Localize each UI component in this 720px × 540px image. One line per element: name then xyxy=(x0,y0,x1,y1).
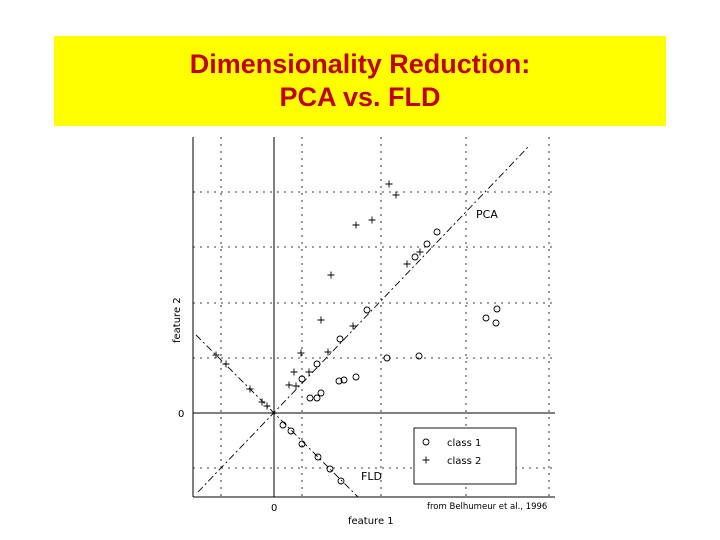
fld-direction-line xyxy=(195,334,359,498)
fld-projected-point xyxy=(298,440,306,448)
pca-projected-point xyxy=(411,253,419,261)
fld-projected-point xyxy=(287,427,295,435)
class-2-point xyxy=(285,381,293,389)
legend xyxy=(422,438,430,464)
legend-box xyxy=(413,427,517,485)
slide-title-line-1: Dimensionality Reduction: xyxy=(189,49,531,79)
fld-projected-point xyxy=(263,402,271,410)
class-2-point xyxy=(290,368,298,376)
class-1-point xyxy=(492,319,500,327)
y-axis-label: feature 2 xyxy=(172,297,183,343)
fld-projected-point xyxy=(337,477,345,485)
legend-marker-class-2 xyxy=(422,456,430,464)
pca-projected-point xyxy=(349,322,357,330)
class-1-point xyxy=(352,373,360,381)
pca-projected-point xyxy=(416,248,424,256)
pca-projected-point xyxy=(433,228,441,236)
pca-projected-point xyxy=(292,382,300,390)
pca-direction-line xyxy=(197,144,531,493)
class-1-points xyxy=(306,240,501,402)
fld-projected-point xyxy=(279,421,287,429)
pca-projected-point xyxy=(324,348,332,356)
slide-title-line-2: PCA vs. FLD xyxy=(279,82,441,112)
pca-projected-point xyxy=(336,335,344,343)
class-1-point xyxy=(306,394,314,402)
fld-projected-point xyxy=(246,385,254,393)
pca-projected-point xyxy=(313,360,321,368)
class-1-point xyxy=(423,240,431,248)
class-2-points xyxy=(285,180,400,389)
fld-projected-point xyxy=(258,398,266,406)
pca-label: PCA xyxy=(476,208,498,221)
source-credit: from Belhumeur et al., 1996 xyxy=(427,502,548,512)
legend-label-class-1: class 1 xyxy=(447,438,481,449)
class-2-point xyxy=(317,316,325,324)
legend-marker-class-1 xyxy=(422,438,430,446)
class-2-point xyxy=(327,271,335,279)
y-tick-label-0: 0 xyxy=(178,409,184,420)
class-1-point xyxy=(493,305,501,313)
class-2-point xyxy=(352,221,360,229)
pca-projected-point xyxy=(363,306,371,314)
pca-projected-point xyxy=(403,260,411,268)
class-1-point xyxy=(340,376,348,384)
projected-points xyxy=(212,228,441,485)
class-2-point xyxy=(297,349,305,357)
class-1-point xyxy=(383,354,391,362)
fld-projected-point xyxy=(326,465,334,473)
class-2-point xyxy=(392,191,400,199)
pca-projected-point xyxy=(305,368,313,376)
class-1-point xyxy=(415,352,423,360)
class-1-point xyxy=(317,389,325,397)
x-tick-label-0: 0 xyxy=(271,503,277,514)
class-2-point xyxy=(368,216,376,224)
class-1-point xyxy=(335,377,343,385)
title-banner: Dimensionality Reduction: PCA vs. FLD xyxy=(54,36,666,126)
fld-projected-point xyxy=(314,453,322,461)
class-1-point xyxy=(482,314,490,322)
pca-projected-point xyxy=(298,375,306,383)
fld-label: FLD xyxy=(361,470,382,483)
fld-projected-point xyxy=(222,360,230,368)
x-axis-label: feature 1 xyxy=(348,516,394,527)
class-2-point xyxy=(385,180,393,188)
fld-projected-point xyxy=(212,351,220,359)
legend-label-class-2: class 2 xyxy=(447,456,481,467)
class-1-point xyxy=(313,394,321,402)
